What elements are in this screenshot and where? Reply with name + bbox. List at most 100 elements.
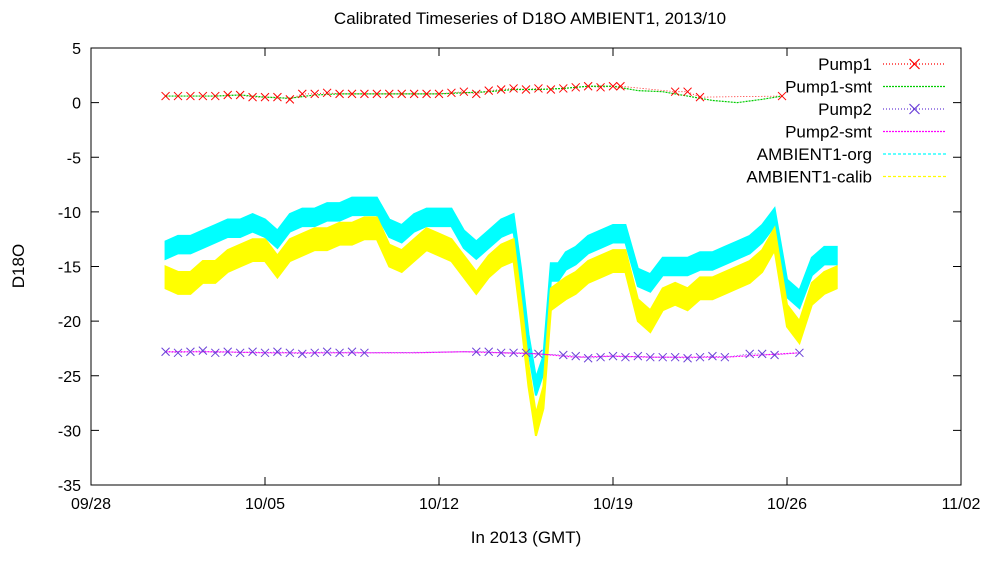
series-pump1-point	[521, 85, 531, 94]
series-pump1-point	[471, 89, 481, 99]
series-pump1-point	[459, 87, 469, 97]
series-pump2-point	[161, 347, 170, 357]
point-layer	[161, 81, 804, 363]
series-pump1-point	[186, 91, 195, 101]
series-pump2-point	[310, 348, 320, 358]
series-pump2-point	[645, 352, 655, 362]
series-pump2-point	[198, 346, 208, 355]
y-tick-label: 5	[72, 41, 81, 58]
series-pump2-point	[695, 352, 705, 362]
y-tick-label: -5	[67, 150, 81, 167]
series-pump2-point	[745, 349, 755, 359]
x-tick-label: 10/05	[245, 496, 285, 513]
series-pump2-point	[360, 348, 369, 358]
series-pump1-point	[447, 88, 456, 98]
legend: Pump1 Pump1-smt Pump2 Pump2-smt AMBIENT1-org…	[746, 55, 946, 187]
series-pump2-point	[521, 348, 531, 358]
series-pump1-point	[297, 89, 307, 99]
series-pump1-point	[397, 89, 407, 99]
series-pump1-point	[210, 91, 220, 101]
series-pump1-point	[534, 84, 543, 93]
series-pump2-point	[633, 351, 643, 361]
series-pump1-connector	[165, 85, 783, 100]
series-pump2-point	[658, 352, 668, 362]
y-tick-label: -15	[58, 260, 81, 277]
series-pump1-point	[546, 85, 556, 94]
legend-label-pump1-smt: Pump1-smt	[785, 78, 872, 97]
series-pump2-point	[496, 348, 506, 358]
series-pump1-point	[409, 89, 419, 99]
x-tick-label: 11/02	[942, 496, 981, 513]
legend-marker-pump1	[909, 58, 920, 70]
x-axis-label: In 2013 (GMT)	[471, 528, 582, 547]
series-pump1-point	[571, 82, 581, 92]
series-pump2-point	[186, 347, 195, 357]
series-pump2-point	[335, 348, 344, 358]
y-tick-label: -10	[58, 205, 81, 222]
series-pump1-point	[260, 92, 270, 102]
series-pump1-point	[161, 91, 170, 101]
series-pump2-point	[608, 351, 618, 361]
series-pump1-point	[335, 89, 344, 99]
series-pump1-point	[360, 89, 369, 99]
series-pump1-point	[608, 81, 618, 91]
series-pump2-point	[260, 348, 270, 358]
series-pump2-point	[248, 347, 257, 357]
legend-label-ambient1-calib: AMBIENT1-calib	[746, 168, 872, 187]
series-pump2-point	[670, 352, 680, 362]
legend-label-pump2: Pump2	[818, 100, 872, 119]
series-pump1-point	[248, 92, 257, 102]
y-tick-label: -20	[58, 314, 81, 331]
x-axis: 09/28 10/05 10/12 10/19 10/26 11/02	[71, 48, 981, 513]
legend-marker-pump2	[909, 103, 920, 115]
legend-label-pump1: Pump1	[818, 55, 872, 74]
series-pump1-point	[235, 90, 245, 100]
series-pump2-point	[235, 348, 245, 358]
series-pump2-point	[583, 353, 593, 363]
series-pump2-point	[621, 352, 630, 362]
band-layer	[164, 196, 838, 437]
series-pump2-point	[795, 348, 804, 358]
series-pump1-point	[173, 91, 183, 101]
series-pump2-point	[571, 351, 581, 361]
series-pump1-point	[285, 94, 295, 104]
series-pump1-point	[558, 84, 568, 93]
chart-title: Calibrated Timeseries of D18O AMBIENT1, …	[334, 9, 726, 28]
series-pump2-point	[770, 350, 779, 360]
series-pump1-point	[670, 87, 680, 97]
series-pump2-point	[534, 349, 543, 359]
series-pump1-point	[273, 92, 282, 102]
y-axis: 5 0 -5 -10 -15 -20 -25 -30 -35	[58, 41, 961, 495]
series-pump1-smt-line	[165, 85, 783, 104]
x-tick-label: 10/12	[419, 496, 459, 513]
series-pump2-point	[720, 352, 730, 362]
series-pump2-point	[285, 348, 295, 358]
series-pump2-point	[471, 347, 481, 357]
series-pump1-point	[583, 81, 593, 91]
legend-label-pump2-smt: Pump2-smt	[785, 123, 872, 142]
series-pump1-point	[422, 89, 431, 99]
series-pump1-point	[223, 90, 233, 100]
series-pump1-point	[695, 92, 705, 102]
series-pump1-point	[777, 91, 787, 101]
series-pump1-point	[198, 91, 208, 101]
y-tick-label: -25	[58, 369, 81, 386]
series-pump1-point	[372, 89, 382, 99]
series-pump2-point	[509, 348, 518, 358]
x-tick-label: 10/19	[593, 496, 633, 513]
series-pump2-point	[596, 352, 605, 362]
series-pump2-point	[484, 347, 494, 357]
series-pump1-point	[347, 89, 357, 99]
series-pump1-point	[434, 89, 444, 99]
y-tick-label: 0	[72, 96, 81, 113]
series-pump2-point	[223, 347, 233, 357]
y-tick-label: -30	[58, 423, 81, 440]
series-pump1-point	[384, 89, 394, 99]
series-ambient1-org-band	[164, 196, 838, 396]
series-pump2-smt-line	[165, 351, 800, 358]
series-pump2-point	[297, 349, 307, 359]
series-pump2-point	[322, 347, 332, 357]
series-pump1-point	[596, 82, 605, 92]
series-pump2-point	[210, 348, 220, 358]
